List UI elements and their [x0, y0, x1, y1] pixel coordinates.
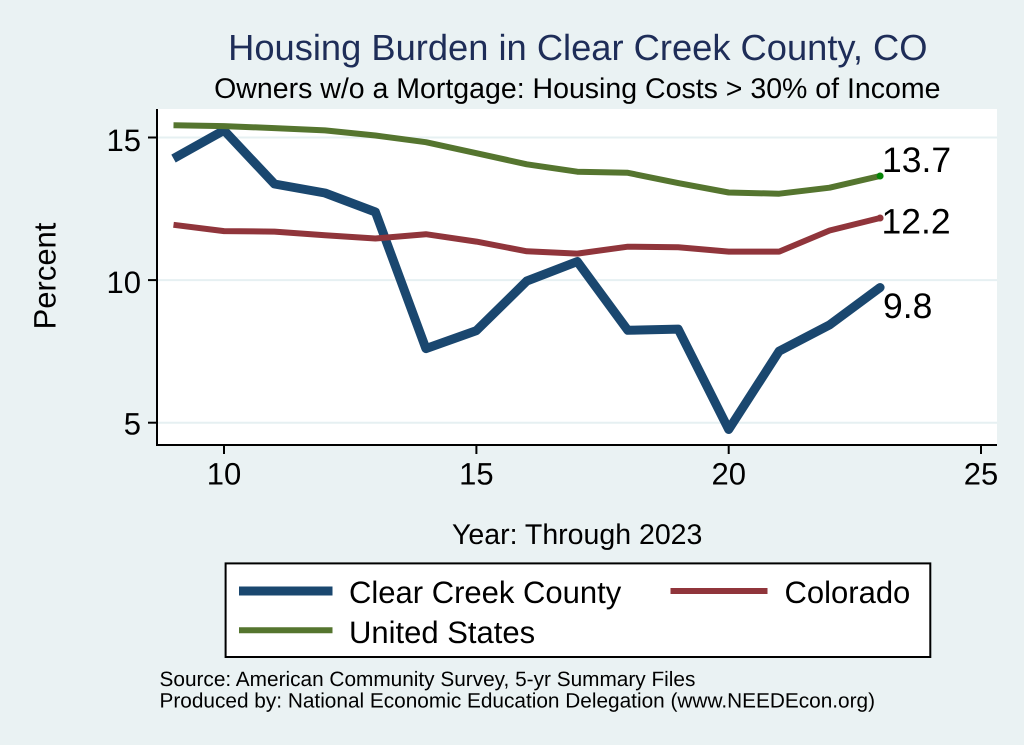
- svg-text:Clear Creek County: Clear Creek County: [349, 575, 622, 610]
- svg-text:5: 5: [124, 407, 141, 442]
- svg-text:12.2: 12.2: [882, 201, 951, 241]
- svg-text:10: 10: [107, 265, 141, 300]
- svg-text:United States: United States: [349, 615, 535, 650]
- svg-text:13.7: 13.7: [882, 140, 951, 180]
- svg-text:Percent: Percent: [28, 222, 63, 329]
- svg-text:20: 20: [711, 457, 745, 492]
- svg-text:Housing Burden in Clear Creek: Housing Burden in Clear Creek County, CO: [228, 27, 927, 68]
- svg-text:15: 15: [459, 457, 493, 492]
- svg-text:9.8: 9.8: [883, 286, 932, 326]
- svg-text:Source: American Community Sur: Source: American Community Survey, 5-yr …: [160, 668, 696, 691]
- svg-text:10: 10: [207, 457, 241, 492]
- svg-text:25: 25: [964, 457, 998, 492]
- svg-text:Year: Through 2023: Year: Through 2023: [452, 519, 702, 551]
- svg-text:Owners w/o a Mortgage: Housing: Owners w/o a Mortgage: Housing Costs > 3…: [214, 73, 940, 105]
- svg-text:Produced by: National Economic: Produced by: National Economic Education…: [160, 689, 876, 712]
- svg-text:15: 15: [107, 123, 141, 158]
- svg-text:Colorado: Colorado: [785, 575, 911, 610]
